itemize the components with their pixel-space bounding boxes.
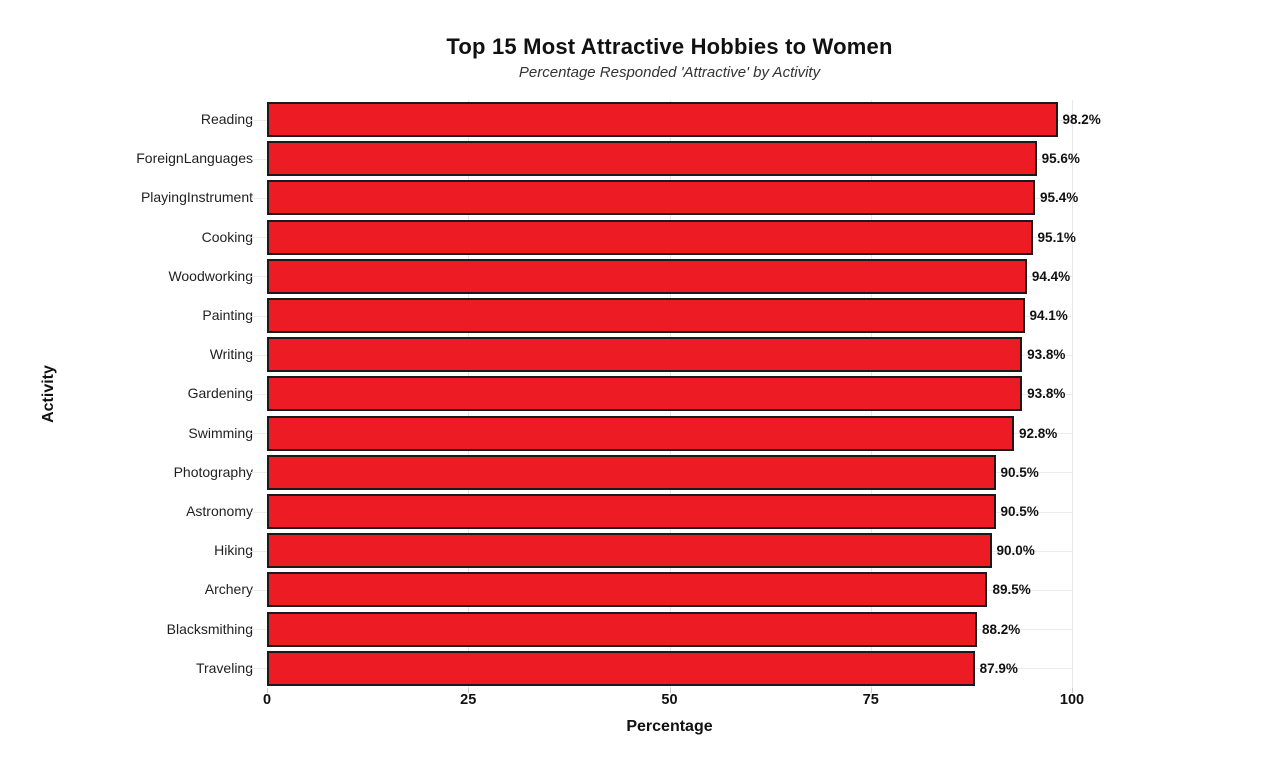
category-label: Painting: [202, 307, 253, 323]
bar: [267, 102, 1058, 137]
x-axis-ticks: 0 25 50 75 100: [263, 688, 1084, 714]
bar-value-label: 90.5%: [1000, 464, 1039, 480]
bar-value-label: 93.8%: [1027, 386, 1066, 402]
bar: [267, 533, 992, 569]
bar-value-label: 95.4%: [1039, 190, 1079, 206]
bar-value-label: 94.4%: [1031, 268, 1071, 284]
bar: [267, 219, 1033, 255]
category-label: PlayingInstrument: [140, 189, 253, 206]
category-label: ForeignLanguages: [136, 150, 253, 167]
bar-row: 93.8%: [251, 374, 1072, 413]
bar-value-label: 87.9%: [979, 660, 1018, 676]
bar: [267, 454, 996, 490]
category-label: Writing: [209, 346, 253, 363]
bar-value-label: 90.5%: [1000, 504, 1039, 519]
bar-row: 90.5%: [251, 453, 1072, 492]
x-tick-mark: [1072, 688, 1073, 693]
bar: [267, 180, 1035, 216]
x-tick-label: 25: [460, 692, 477, 708]
category-label: Hiking: [214, 542, 253, 559]
bar: [267, 494, 996, 529]
bar: [267, 337, 1023, 373]
bar-row: 94.1%: [251, 296, 1072, 335]
bar-row: 92.8%: [251, 414, 1072, 453]
bar-value-label: 95.1%: [1037, 229, 1076, 245]
bar-value-label: 98.2%: [1062, 112, 1101, 127]
bar: [267, 611, 977, 647]
category-label: Swimming: [188, 424, 253, 441]
y-axis-category-labels: Reading ForeignLanguages PlayingInstrument…: [0, 100, 253, 688]
vertical-gridline: [1072, 100, 1073, 688]
category-label: Cooking: [201, 228, 253, 245]
category-label: Gardening: [187, 385, 253, 402]
x-tick-label: 100: [1059, 692, 1085, 708]
bar-value-label: 94.1%: [1029, 308, 1068, 323]
x-tick-mark: [267, 688, 268, 693]
category-label: Traveling: [195, 659, 253, 676]
bar-row: 95.1%: [251, 218, 1076, 257]
bar-value-label: 89.5%: [992, 582, 1031, 598]
bar: [267, 298, 1025, 333]
bar-row: 94.4%: [251, 257, 1072, 296]
bar-row: 90.0%: [251, 531, 1072, 570]
bar-row: 93.8%: [251, 335, 1072, 374]
chart-subtitle: Percentage Responded 'Attractive' by Act…: [518, 64, 821, 81]
x-tick-label: 0: [262, 692, 272, 708]
bar-value-label: 95.6%: [1041, 151, 1080, 167]
bar: [267, 258, 1027, 294]
chart-title: Top 15 Most Attractive Hobbies to Women: [446, 34, 893, 59]
bar-value-label: 93.8%: [1027, 347, 1066, 363]
x-tick-mark: [870, 688, 872, 693]
category-label: Archery: [204, 581, 253, 598]
bar-row: 87.9%: [251, 649, 1072, 688]
bar-value-label: 90.0%: [996, 543, 1035, 559]
bar-row: 88.2%: [251, 610, 1072, 649]
bar-row: 98.2%: [251, 100, 1101, 139]
category-label: Reading: [200, 111, 253, 127]
bar-value-label: 88.2%: [982, 621, 1021, 637]
x-tick-mark: [669, 688, 671, 693]
x-axis-label: Percentage: [626, 718, 713, 735]
category-label: Photography: [173, 463, 253, 480]
x-tick-label: 75: [862, 692, 879, 708]
bar: [267, 376, 1023, 412]
bar-row: 90.5%: [251, 492, 1072, 531]
bar: [267, 572, 988, 608]
category-label: Blacksmithing: [166, 620, 253, 637]
x-tick-mark: [468, 688, 470, 693]
category-label: Woodworking: [168, 267, 253, 284]
bar-row: 95.4%: [251, 178, 1078, 217]
bar-value-label: 92.8%: [1019, 425, 1058, 441]
category-label: Astronomy: [186, 503, 253, 519]
plot-area: 98.2% 95.6% 95.4% 95.1% 94.4% 94.1% 93.8% 93.8%…: [251, 100, 1101, 688]
bar: [267, 650, 975, 686]
bar: [267, 415, 1015, 451]
bar-row: 89.5%: [251, 570, 1072, 609]
bar-row: 95.6%: [251, 139, 1080, 178]
x-tick-label: 50: [661, 692, 678, 708]
bar: [267, 141, 1037, 177]
